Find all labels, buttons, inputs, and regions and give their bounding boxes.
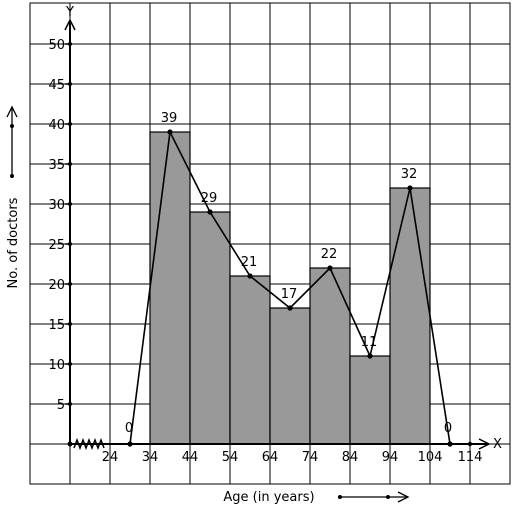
origin-dot	[67, 441, 73, 447]
y-tick-label: 25	[48, 238, 65, 253]
data-label: 22	[321, 247, 338, 262]
y-tick-dot	[68, 322, 72, 326]
polygon-point	[167, 129, 173, 135]
x-tick-label: 64	[262, 450, 279, 465]
data-label: 21	[241, 255, 258, 270]
histogram-bar	[309, 267, 351, 445]
y-title-arrow-dot	[10, 174, 14, 178]
bars	[149, 131, 431, 445]
y-axis-arrowhead	[64, 18, 76, 31]
histogram-bar	[149, 131, 191, 445]
x-tick-label: 54	[222, 450, 239, 465]
data-label: 39	[161, 111, 178, 126]
data-label: 0	[444, 421, 452, 436]
y-tick-label: 40	[48, 118, 65, 133]
polygon-point	[407, 185, 413, 191]
y-tick-dot	[68, 42, 72, 46]
x-title-arrow-dot	[338, 495, 342, 499]
labels: Y X No. of doctors Age (in years)	[6, 5, 502, 505]
data-label: 0	[125, 421, 133, 436]
x-tick-label: 104	[418, 450, 443, 465]
x-tick-label: 44	[182, 450, 199, 465]
y-tick-label: 15	[48, 318, 65, 333]
y-axis-title: No. of doctors	[6, 197, 21, 288]
histogram-bar	[189, 211, 231, 445]
y-tick-dot	[68, 402, 72, 406]
x-axis-arrowhead	[478, 438, 491, 450]
x-tick-label: 24	[102, 450, 119, 465]
y-tick-dot	[68, 122, 72, 126]
data-label: 29	[201, 191, 218, 206]
polygon-point	[287, 305, 293, 311]
x-tick-label: 94	[382, 450, 399, 465]
x-title-arrowhead	[397, 491, 410, 503]
polygon-point	[447, 441, 453, 447]
frequency-polygon: 0 39 29 21 17 22 11 32 0	[125, 111, 473, 447]
y-tick-label: 30	[48, 198, 65, 213]
x-tick-label: 74	[302, 450, 319, 465]
y-title-arrowhead	[6, 105, 18, 118]
y-tick-label: 20	[48, 278, 65, 293]
y-tick-label: 50	[48, 38, 65, 53]
y-tick-label: 10	[48, 358, 65, 373]
y-tick-dot	[68, 362, 72, 366]
y-tick-dot	[68, 162, 72, 166]
histogram-bar	[389, 187, 431, 445]
x-title-arrow-dot	[386, 495, 390, 499]
data-label: 32	[401, 167, 418, 182]
data-label: 11	[361, 335, 378, 350]
x-tick-label: 114	[458, 450, 483, 465]
polygon-point	[327, 265, 333, 271]
y-tick-label: 45	[48, 78, 65, 93]
polygon-point	[207, 209, 213, 215]
x-tick-label: 84	[342, 450, 359, 465]
x-axis-dot	[467, 441, 473, 447]
histogram-bar	[269, 307, 311, 445]
y-tick-dot	[68, 242, 72, 246]
y-axis-letter: Y	[65, 5, 74, 20]
y-tick-label: 35	[48, 158, 65, 173]
histogram-bar	[229, 275, 271, 445]
y-tick-dot	[68, 282, 72, 286]
histogram-bar	[349, 355, 391, 445]
x-axis-letter: X	[493, 437, 502, 452]
polygon-point	[367, 353, 373, 359]
y-title-arrow-dot	[10, 124, 14, 128]
y-tick-dot	[68, 202, 72, 206]
data-label: 17	[281, 287, 298, 302]
polygon-point	[247, 273, 253, 279]
axis-break-kink	[73, 437, 105, 451]
x-tick-label: 34	[142, 450, 159, 465]
x-axis-title: Age (in years)	[223, 490, 314, 505]
axes: 5 10 15 20 25 30 35 40 45 50 24 34 44 54 64 74 84 94 104 11…	[48, 18, 491, 465]
y-tick-label: 5	[57, 398, 65, 413]
polygon-point	[127, 441, 133, 447]
y-tick-dot	[68, 82, 72, 86]
